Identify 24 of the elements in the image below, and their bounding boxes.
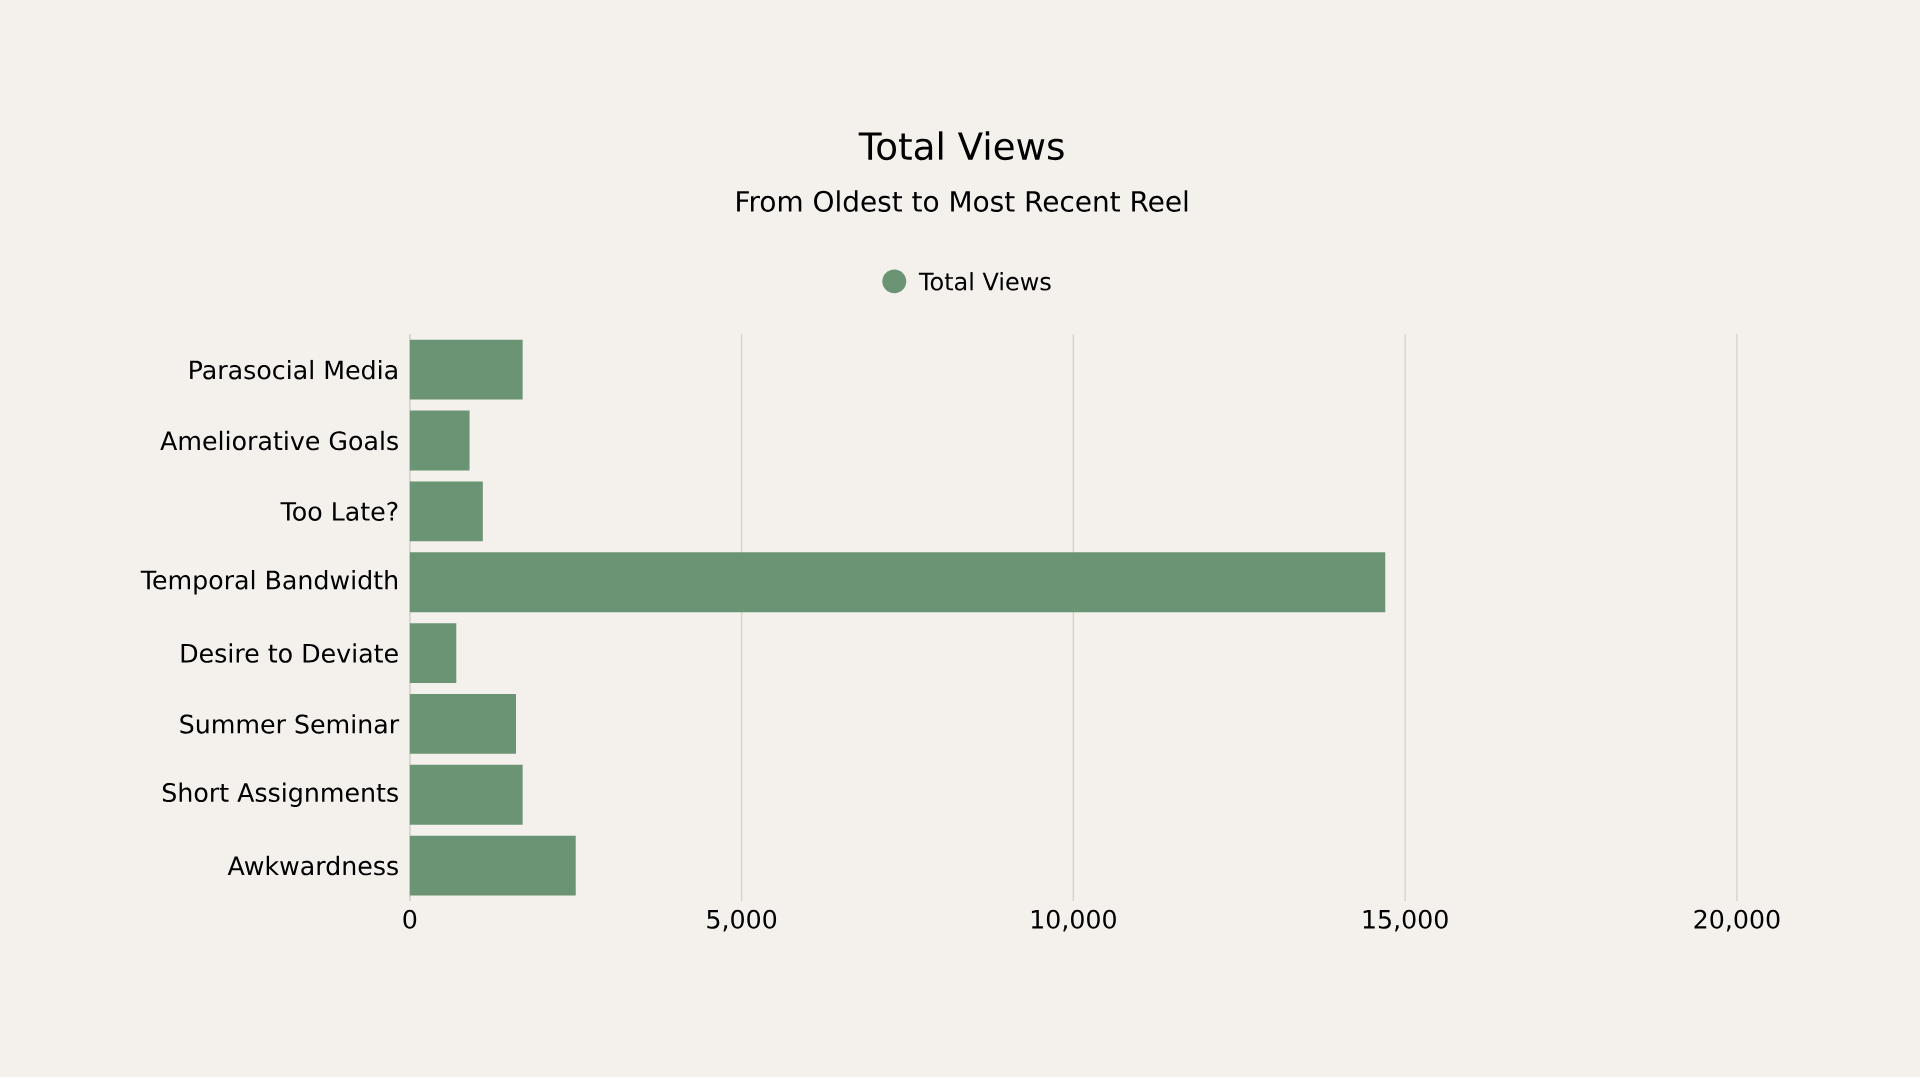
x-tick-label: 0 [403, 909, 417, 929]
y-tick-label: Short Assignments [162, 782, 398, 808]
bar [409, 835, 576, 896]
bar [409, 623, 457, 684]
x-tick-label: 15,000 [1363, 909, 1448, 932]
bar [409, 481, 483, 542]
y-tick-label: Parasocial Media [190, 360, 397, 380]
y-tick-label: Ameliorative Goals [160, 430, 398, 451]
legend-label: Total Views [918, 272, 1051, 291]
bar [409, 694, 516, 755]
x-tick-label: 10,000 [1031, 909, 1116, 932]
chart-subtitle: From Oldest to Most Recent Reel [737, 190, 1188, 213]
y-tick-label: Desire to Deviate [181, 643, 398, 664]
x-tick-label: 20,000 [1694, 909, 1780, 932]
y-tick-label: Summer Seminar [180, 714, 400, 734]
bar [409, 764, 523, 825]
chart-title: Total Views [858, 131, 1064, 161]
bar [409, 339, 523, 400]
y-tick-label: Awkwardness [227, 856, 398, 876]
bar [409, 410, 470, 471]
x-tick-label: 5,000 [707, 909, 777, 932]
bar [409, 552, 1386, 613]
y-tick-label: Temporal Bandwidth [140, 570, 398, 595]
y-tick-label: Too Late? [280, 502, 398, 522]
